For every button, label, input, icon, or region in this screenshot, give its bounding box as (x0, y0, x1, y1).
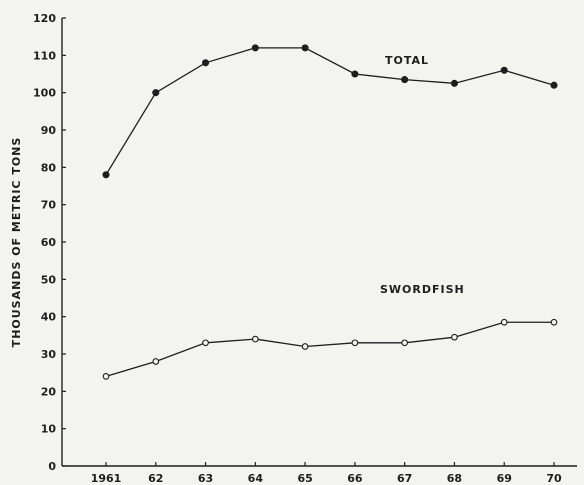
y-tick-label: 100 (33, 87, 56, 100)
data-point (102, 171, 110, 179)
series-line (105, 47, 555, 176)
data-point (351, 70, 359, 78)
y-tick-label: 20 (41, 385, 57, 398)
series-label: TOTAL (385, 54, 429, 67)
data-point (401, 339, 409, 347)
y-tick-label: 40 (41, 311, 57, 324)
y-ticks: 0 10 20 30 40 50 60 70 80 90 100 110 120 (33, 12, 66, 473)
series-layer: TOTAL SWORDFISH (102, 44, 558, 380)
y-tick-label: 0 (48, 460, 56, 473)
data-point (500, 66, 508, 74)
y-tick-label: 90 (41, 124, 57, 137)
x-ticks: 1961 62 63 64 65 66 67 68 69 70 (91, 462, 562, 485)
y-axis-title: THOUSANDS OF METRIC TONS (10, 137, 23, 348)
data-point (152, 89, 160, 97)
data-point (450, 79, 458, 87)
x-tick-label: 66 (347, 472, 363, 485)
data-point (550, 318, 558, 326)
data-point (202, 339, 209, 347)
y-tick-label: 110 (33, 49, 56, 62)
data-point (251, 44, 259, 52)
data-point (351, 339, 359, 347)
x-tick-label: 63 (198, 472, 213, 485)
data-point (401, 76, 409, 84)
series-label: SWORDFISH (380, 283, 465, 296)
y-tick-label: 50 (41, 273, 57, 286)
x-tick-label: 70 (546, 472, 562, 485)
x-tick-label: 67 (397, 472, 412, 485)
series-total: TOTAL (102, 44, 558, 179)
x-tick-label: 65 (297, 472, 312, 485)
data-point (451, 333, 458, 341)
data-point (500, 318, 508, 326)
axes (61, 18, 577, 467)
data-point (152, 358, 160, 365)
series-line (105, 321, 554, 378)
y-tick-label: 60 (41, 236, 57, 249)
y-tick-label: 80 (41, 161, 57, 174)
data-point (102, 373, 110, 380)
data-point (301, 44, 309, 52)
series-swordfish: SWORDFISH (102, 283, 558, 380)
x-tick-label: 64 (248, 472, 264, 485)
data-point (202, 59, 210, 67)
x-tick-label: 68 (447, 472, 462, 485)
y-tick-label: 30 (41, 348, 57, 361)
y-tick-label: 120 (33, 12, 56, 25)
x-tick-label: 62 (148, 472, 163, 485)
y-tick-label: 10 (41, 423, 57, 436)
data-point (301, 343, 309, 350)
x-tick-label: 69 (497, 472, 512, 485)
data-point (251, 335, 259, 343)
x-tick-label: 1961 (91, 472, 122, 485)
y-tick-label: 70 (41, 199, 57, 212)
data-point (550, 81, 558, 89)
